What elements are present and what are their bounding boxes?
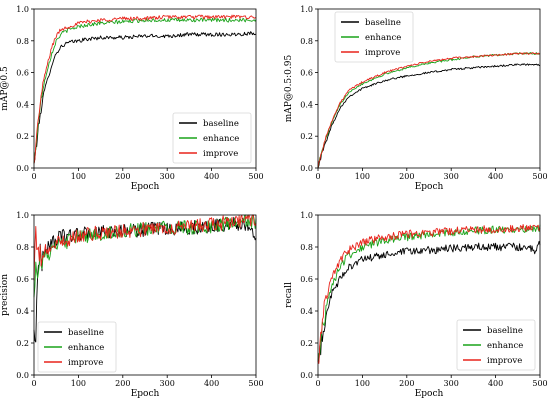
legend-label-baseline: baseline	[68, 328, 104, 338]
y-tick-label: 0.2	[300, 339, 313, 348]
y-axis-title: mAP@0.5:0.95	[284, 54, 294, 122]
x-tick-label: 100	[71, 172, 86, 181]
y-tick-label: 1.0	[300, 5, 313, 14]
legend-label-improve: improve	[203, 149, 238, 159]
y-tick-label: 0.0	[16, 371, 29, 380]
axes-frame	[317, 214, 541, 376]
axes-frame	[33, 214, 257, 376]
x-tick-label: 300	[444, 172, 459, 181]
y-tick-label: 0.8	[300, 243, 313, 252]
x-tick-label: 300	[444, 379, 459, 388]
y-axis-title: mAP@0.5	[0, 66, 10, 111]
y-tick-label: 0.4	[16, 100, 29, 109]
y-tick-label: 1.0	[16, 211, 29, 220]
x-axis-title: Epoch	[131, 182, 160, 192]
y-tick-label: 0.0	[16, 164, 29, 173]
x-tick-label: 500	[248, 379, 263, 388]
x-tick-label: 0	[31, 172, 36, 181]
legend-label-baseline: baseline	[203, 119, 239, 129]
x-tick-label: 100	[71, 379, 86, 388]
legend-label-improve: improve	[68, 358, 103, 368]
x-axis-title: Epoch	[415, 389, 444, 399]
y-tick-label: 0.2	[16, 339, 29, 348]
x-tick-label: 400	[488, 172, 503, 181]
legend-box	[37, 321, 117, 373]
x-tick-label: 400	[488, 379, 503, 388]
chart-panel-precision: 0 100 200 300 400 500 0.0 0.2 0.4 0.6 0.8 1.0 Epoch p…	[0, 211, 264, 399]
legend-box	[172, 112, 252, 164]
chart-panel-recall: 0 100 200 300 400 500 0.0 0.2 0.4 0.6 0.8 1.0 Epoch r…	[284, 211, 548, 399]
legend-box	[334, 11, 414, 63]
x-tick-label: 300	[160, 379, 175, 388]
x-tick-label: 200	[115, 379, 130, 388]
legend-label-enhance: enhance	[203, 134, 239, 144]
series-line-enhance	[317, 224, 541, 362]
x-tick-label: 200	[115, 172, 130, 181]
x-tick-label: 400	[204, 172, 219, 181]
series-line-enhance	[33, 214, 257, 298]
y-tick-label: 0.8	[16, 243, 29, 252]
legend-label-baseline: baseline	[487, 326, 523, 336]
axes-frame	[33, 8, 257, 169]
legend: baseline enhance improve	[172, 112, 252, 164]
x-tick-label: 100	[355, 379, 370, 388]
y-tick-label: 0.6	[16, 69, 29, 78]
series-line-baseline	[33, 31, 257, 164]
legend-label-baseline: baseline	[365, 18, 401, 28]
x-tick-label: 0	[315, 379, 320, 388]
y-tick-label: 0.0	[300, 164, 313, 173]
y-tick-label: 0.6	[300, 275, 313, 284]
series-line-improve	[33, 14, 257, 164]
axes-frame	[317, 8, 541, 169]
x-tick-label: 500	[248, 172, 263, 181]
legend-label-improve: improve	[365, 48, 400, 58]
legend-box	[456, 319, 536, 371]
y-tick-label: 0.0	[300, 371, 313, 380]
y-tick-label: 1.0	[16, 5, 29, 14]
series-line-improve	[33, 214, 257, 281]
series-line-enhance	[317, 52, 541, 169]
series-line-improve	[317, 224, 541, 364]
x-tick-label: 200	[399, 172, 414, 181]
y-tick-label: 0.6	[300, 69, 313, 78]
legend: baseline enhance improve	[456, 319, 536, 371]
y-axis-title: recall	[284, 282, 294, 308]
y-tick-label: 0.4	[16, 307, 29, 316]
legend-label-enhance: enhance	[365, 33, 401, 43]
y-tick-label: 0.4	[300, 307, 313, 316]
y-tick-label: 0.8	[16, 37, 29, 46]
legend: baseline enhance improve	[37, 321, 117, 373]
x-tick-label: 0	[31, 379, 36, 388]
y-tick-label: 0.2	[300, 132, 313, 141]
x-tick-label: 300	[160, 172, 175, 181]
series-line-baseline	[317, 240, 541, 363]
x-tick-label: 0	[315, 172, 320, 181]
x-tick-label: 200	[399, 379, 414, 388]
series-line-improve	[317, 52, 541, 169]
x-axis-title: Epoch	[415, 182, 444, 192]
series-line-baseline	[317, 63, 541, 169]
y-tick-label: 0.8	[300, 37, 313, 46]
series-line-enhance	[33, 17, 257, 164]
legend-label-improve: improve	[487, 356, 522, 366]
chart-panel-map5095: 0 100 200 300 400 500 0.0 0.2 0.4 0.6 0.8 1.0 Epoch m…	[284, 5, 548, 192]
chart-panel-map50: 0 100 200 300 400 500 0.0 0.2 0.4 0.6 0.8 1.0 Epoch m…	[0, 5, 264, 192]
y-tick-label: 1.0	[300, 211, 313, 220]
x-tick-label: 500	[532, 379, 547, 388]
x-tick-label: 100	[355, 172, 370, 181]
legend-label-enhance: enhance	[68, 343, 104, 353]
x-tick-label: 500	[532, 172, 547, 181]
legend: baseline enhance improve	[334, 11, 414, 63]
y-tick-label: 0.2	[16, 132, 29, 141]
x-axis-title: Epoch	[131, 389, 160, 399]
y-axis-title: precision	[0, 274, 10, 316]
y-tick-label: 0.6	[16, 275, 29, 284]
y-tick-label: 0.4	[300, 100, 313, 109]
legend-label-enhance: enhance	[487, 341, 523, 351]
x-tick-label: 400	[204, 379, 219, 388]
